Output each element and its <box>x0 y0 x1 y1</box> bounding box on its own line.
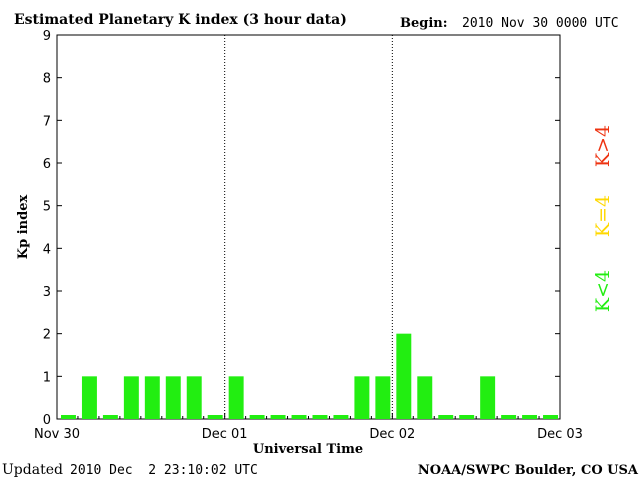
updated-label: Updated <box>2 462 63 478</box>
y-axis: 0 1 2 3 4 5 6 7 8 9 <box>43 29 560 428</box>
y-tick-label: 3 <box>43 285 51 300</box>
x-day-label: Dec 01 <box>202 427 248 442</box>
y-axis-label: Kp index <box>16 195 31 260</box>
kp-bar <box>61 415 76 419</box>
kp-bar <box>144 376 160 419</box>
kp-bar <box>375 376 391 419</box>
day-separators <box>224 35 393 419</box>
legend-equal: K=4 <box>592 195 614 237</box>
kp-bar <box>459 415 475 419</box>
kp-bar <box>165 376 181 419</box>
kp-bar <box>270 415 286 419</box>
kp-bar <box>249 415 265 419</box>
plot-frame <box>56 34 561 420</box>
x-day-label: Dec 02 <box>369 427 415 442</box>
kp-bar <box>480 376 496 419</box>
kp-bars <box>61 333 558 419</box>
kp-bar <box>81 376 97 419</box>
y-tick-label: 8 <box>43 72 51 87</box>
x-day-label: Nov 30 <box>34 427 80 442</box>
y-tick-label: 4 <box>43 242 51 257</box>
kp-bar <box>123 376 139 419</box>
legend-low: K<4 <box>592 270 614 312</box>
kp-bar <box>102 415 118 419</box>
y-tick-label: 7 <box>43 114 51 129</box>
y-tick-label: 1 <box>43 370 51 385</box>
y-tick-label: 5 <box>43 200 51 215</box>
y-tick-label: 0 <box>43 413 51 428</box>
y-tick-label: 2 <box>43 328 51 343</box>
kp-bar <box>543 415 558 419</box>
kp-bar <box>396 333 412 419</box>
kp-bar <box>438 415 454 419</box>
legend-high: K>4 <box>592 125 614 167</box>
x-day-label: Dec 03 <box>537 427 583 442</box>
kp-bar <box>207 415 223 419</box>
kp-bar <box>291 415 307 419</box>
y-tick-label: 6 <box>43 157 51 172</box>
begin-label: Begin: <box>400 16 448 31</box>
y-tick-label: 9 <box>43 29 51 44</box>
begin-value: 2010 Nov 30 0000 UTC <box>462 16 619 31</box>
kp-bar <box>333 415 349 419</box>
kp-bar <box>312 415 328 419</box>
kp-bar <box>501 415 517 419</box>
kp-bar <box>354 376 370 419</box>
kp-bar <box>417 376 433 419</box>
updated-value: 2010 Dec 2 23:10:02 UTC <box>70 463 258 478</box>
chart-title: Estimated Planetary K index (3 hour data… <box>14 12 347 28</box>
x-axis: Nov 30 Dec 01 Dec 02 Dec 03 <box>34 413 583 442</box>
kp-bar <box>522 415 538 419</box>
kp-bar <box>228 376 244 419</box>
x-axis-label: Universal Time <box>253 442 363 457</box>
kp-bar <box>186 376 202 419</box>
source-credit: NOAA/SWPC Boulder, CO USA <box>418 463 639 478</box>
